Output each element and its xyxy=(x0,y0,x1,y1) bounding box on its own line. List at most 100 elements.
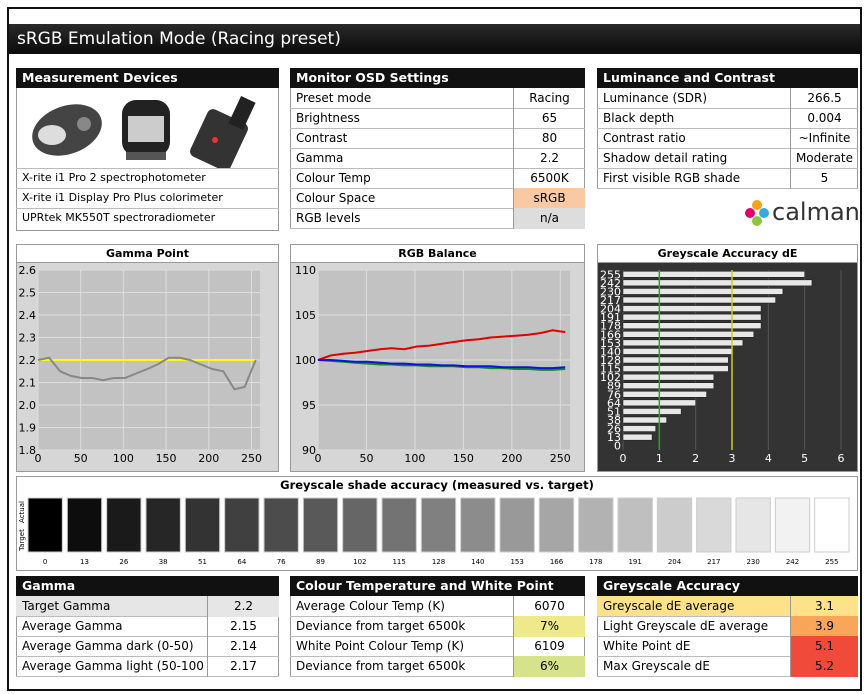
y-tick-label: 115 xyxy=(600,363,621,376)
row-label: White Point Colour Temp (K) xyxy=(296,639,465,653)
row-label: Contrast ratio xyxy=(603,131,686,145)
calman-icon xyxy=(745,200,769,226)
y-tick-label: 128 xyxy=(600,354,621,367)
device-row xyxy=(16,168,279,189)
x-tick-label: 4 xyxy=(765,452,772,465)
shade-label: 242 xyxy=(786,558,799,566)
shade-label: 51 xyxy=(198,558,207,566)
chart: RGB Balance 0 50 100 150 200 250 90 95 100 105 110 xyxy=(290,244,585,472)
shade-swatch xyxy=(617,497,653,553)
shade-swatch xyxy=(381,497,417,553)
device-images xyxy=(32,96,256,168)
y-tick-label: 100 xyxy=(295,354,316,367)
x-tick-label: 100 xyxy=(404,452,425,465)
shade-swatch xyxy=(302,497,339,553)
y-tick-label: 230 xyxy=(600,285,621,298)
shade-swatch xyxy=(460,497,496,553)
row-value: 2.2 xyxy=(513,148,585,169)
shade-swatch xyxy=(420,497,457,553)
table-row xyxy=(290,616,585,637)
y-tick-label: 95 xyxy=(302,399,316,412)
y-tick-label: 38 xyxy=(607,414,621,427)
calman-logo: calman xyxy=(772,198,860,226)
row-label: Max Greyscale dE xyxy=(603,659,711,673)
shade-label: 128 xyxy=(432,558,445,566)
row-label: Average Colour Temp (K) xyxy=(296,599,445,613)
row-label: Luminance (SDR) xyxy=(603,91,708,105)
y-tick-label: 178 xyxy=(600,320,621,333)
shade-swatch xyxy=(814,497,850,553)
table-row xyxy=(597,636,858,657)
y-tick-label: 2.3 xyxy=(19,332,37,345)
shade-swatch xyxy=(27,497,63,553)
row-value: 80 xyxy=(513,128,585,149)
x-tick-label: 2 xyxy=(692,452,699,465)
row-label: Target Gamma xyxy=(22,599,111,613)
row-label: Black depth xyxy=(603,111,675,125)
y-tick-label: 26 xyxy=(607,423,621,436)
shade-label: 166 xyxy=(550,558,564,566)
y-tick-label: 105 xyxy=(295,309,316,322)
bar xyxy=(622,296,776,304)
y-tick-label: 2.4 xyxy=(19,309,37,322)
row-value: 5.2 xyxy=(790,656,858,677)
row-value: n/a xyxy=(513,208,585,229)
table-row xyxy=(290,208,585,229)
row-label: Deviance from target 6500k xyxy=(296,659,466,673)
x-tick-label: 5 xyxy=(801,452,808,465)
row-value: 7% xyxy=(513,616,585,637)
y-tick-label: 2.1 xyxy=(19,377,37,390)
x-tick-label: 6 xyxy=(838,452,845,465)
row-label: Brightness xyxy=(296,111,360,125)
row-label: Light Greyscale dE average xyxy=(603,619,769,633)
shade-label: 230 xyxy=(746,558,759,566)
chart-title: Greyscale Accuracy dE xyxy=(658,247,798,260)
bar xyxy=(622,313,762,321)
x-tick-label: 250 xyxy=(241,452,262,465)
shade-swatch xyxy=(342,497,378,553)
bar xyxy=(622,356,729,364)
x-tick-label: 150 xyxy=(156,452,177,465)
row-value: ~Infinite xyxy=(790,128,858,149)
row-label: Average Gamma xyxy=(22,619,123,633)
shade-swatch xyxy=(145,497,181,553)
panel-header: Greyscale Accuracy xyxy=(597,576,858,596)
x-tick-label: 0 xyxy=(315,452,322,465)
data-line xyxy=(37,356,257,391)
table-row xyxy=(290,188,585,209)
y-tick-label: 2.2 xyxy=(19,354,37,367)
y-tick-label: 102 xyxy=(600,371,621,384)
y-tick-label: 204 xyxy=(600,303,621,316)
device-row xyxy=(16,188,279,209)
y-tick-label: 51 xyxy=(607,405,621,418)
y-tick-label: 89 xyxy=(607,380,621,393)
x-tick-label: 50 xyxy=(359,452,373,465)
row-value: sRGB xyxy=(513,188,585,209)
y-tick-label: 166 xyxy=(600,328,621,341)
x-tick-label: 0 xyxy=(620,452,627,465)
device-name: X-rite i1 Display Pro Plus colorimeter xyxy=(22,191,223,204)
table-row xyxy=(16,616,279,637)
bar xyxy=(622,365,729,372)
panel-header: Monitor OSD Settings xyxy=(290,68,585,88)
bar xyxy=(622,339,744,347)
row-label: First visible RGB shade xyxy=(603,171,741,185)
table-row xyxy=(290,168,585,189)
bar xyxy=(622,408,682,415)
bar xyxy=(622,288,784,295)
shade-swatch xyxy=(66,497,103,553)
bar xyxy=(622,279,813,287)
shade-label: 76 xyxy=(277,558,286,566)
chart-title: RGB Balance xyxy=(398,247,477,260)
panel-header: Colour Temperature and White Point xyxy=(290,576,585,596)
bar xyxy=(622,305,762,312)
row-value: 2.17 xyxy=(207,656,279,677)
shade-swatch xyxy=(774,497,811,553)
table-row xyxy=(16,656,279,677)
bar xyxy=(622,382,715,389)
row-value: 266.5 xyxy=(790,88,858,109)
table-row xyxy=(597,656,858,677)
row-value: 0.004 xyxy=(790,108,858,129)
bar xyxy=(622,348,733,355)
y-tick-label: 1.8 xyxy=(19,444,37,457)
